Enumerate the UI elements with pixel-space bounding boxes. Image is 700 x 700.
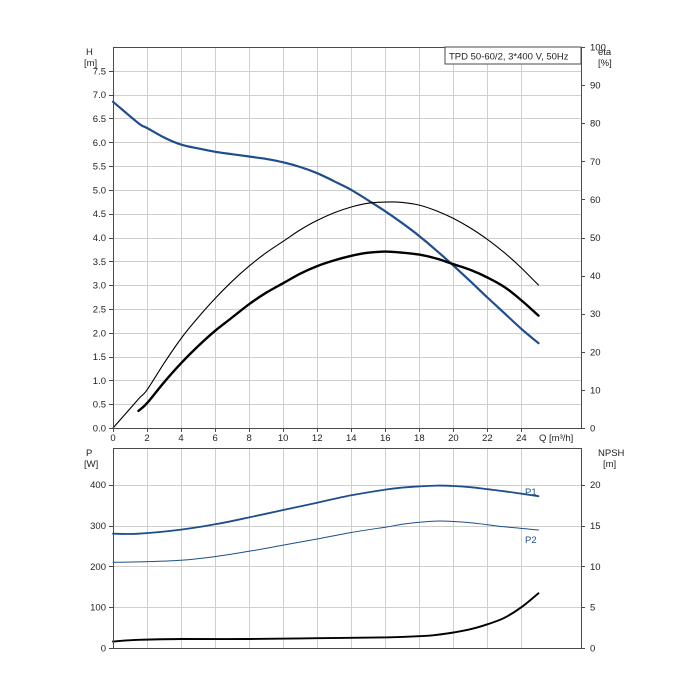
left-tick-label: 4.0 [93, 233, 106, 244]
right-tick-label: 0 [590, 644, 595, 655]
right-tick-label: 50 [590, 233, 601, 244]
left-tick-label: 0 [101, 644, 106, 655]
left-tick-label: 200 [90, 562, 106, 573]
eta-axis-unit: [%] [598, 58, 612, 69]
x-tick-label: 24 [516, 433, 527, 444]
left-tick-label: 1.5 [93, 352, 106, 363]
frame-layer [109, 47, 585, 649]
label-layer: 0 2 4 6 8 10 12 14 16 18 20 22 240.00.51.01.52.02.53… [90, 43, 606, 655]
right-tick-label: 40 [590, 271, 601, 282]
right-tick-label: 70 [590, 157, 601, 168]
x-tick-label: 4 [178, 433, 183, 444]
x-tick-label: 8 [246, 433, 251, 444]
series-line-0-1 [112, 201, 540, 429]
npsh-axis-unit: [m] [603, 459, 616, 470]
right-tick-label: 20 [590, 347, 601, 358]
x-tick-label: 6 [212, 433, 217, 444]
series-label-p1: P1 [525, 487, 537, 498]
right-tick-label: 90 [590, 81, 601, 92]
right-tick-label: 15 [590, 521, 601, 532]
npsh-axis-label: NPSH [598, 448, 625, 459]
power-axis-unit: [W] [84, 459, 98, 470]
right-tick-label: 10 [590, 562, 601, 573]
left-tick-label: 5.5 [93, 162, 106, 173]
chart-title: TPD 50-60/2, 3*400 V, 50Hz [449, 52, 569, 63]
left-tick-label: 5.0 [93, 185, 106, 196]
series-line-0-0 [111, 100, 540, 345]
flow-axis-label: Q [m³/h] [539, 433, 573, 444]
left-tick-label: 0.5 [93, 400, 106, 411]
left-tick-label: 2.0 [93, 328, 106, 339]
left-tick-label: 300 [90, 521, 106, 532]
right-tick-label: 20 [590, 480, 601, 491]
left-tick-label: 0.0 [93, 424, 106, 435]
right-tick-label: 30 [590, 309, 601, 320]
left-tick-label: 1.0 [93, 376, 106, 387]
right-tick-label: 60 [590, 195, 601, 206]
left-tick-label: 2.5 [93, 304, 106, 315]
head-axis-unit: [m] [84, 58, 97, 69]
eta-axis-label: eta [598, 47, 612, 58]
left-tick-label: 7.5 [93, 66, 106, 77]
left-tick-label: 100 [90, 603, 106, 614]
right-tick-label: 80 [590, 119, 601, 130]
series-line-0-2 [137, 250, 540, 413]
right-tick-label: 100 [590, 43, 606, 54]
power-axis-label: P [86, 448, 92, 459]
series-line-1-2 [112, 592, 540, 643]
head-axis-label: H [86, 47, 93, 58]
plot-frame [113, 448, 582, 649]
left-tick-label: 3.5 [93, 257, 106, 268]
curve-layer [111, 100, 540, 643]
left-tick-label: 4.5 [93, 209, 106, 220]
plot-frame [113, 47, 582, 429]
x-tick-label: 12 [312, 433, 323, 444]
left-tick-label: 7.0 [93, 90, 106, 101]
x-tick-label: 20 [448, 433, 459, 444]
x-tick-label: 16 [380, 433, 391, 444]
left-tick-label: 6.0 [93, 138, 106, 149]
grid-layer [113, 47, 581, 649]
series-line-1-1 [112, 520, 539, 563]
x-tick-label: 10 [278, 433, 289, 444]
x-tick-label: 18 [414, 433, 425, 444]
series-line-1-0 [112, 484, 540, 535]
right-tick-label: 0 [590, 424, 595, 435]
right-tick-label: 5 [590, 603, 595, 614]
left-tick-label: 400 [90, 480, 106, 491]
series-label-p2: P2 [525, 535, 537, 546]
x-tick-label: 2 [144, 433, 149, 444]
x-tick-label: 0 [110, 433, 115, 444]
x-tick-label: 22 [482, 433, 493, 444]
left-tick-label: 3.0 [93, 281, 106, 292]
left-tick-label: 6.5 [93, 114, 106, 125]
title-box [444, 46, 582, 65]
right-tick-label: 10 [590, 385, 601, 396]
x-tick-label: 14 [346, 433, 357, 444]
